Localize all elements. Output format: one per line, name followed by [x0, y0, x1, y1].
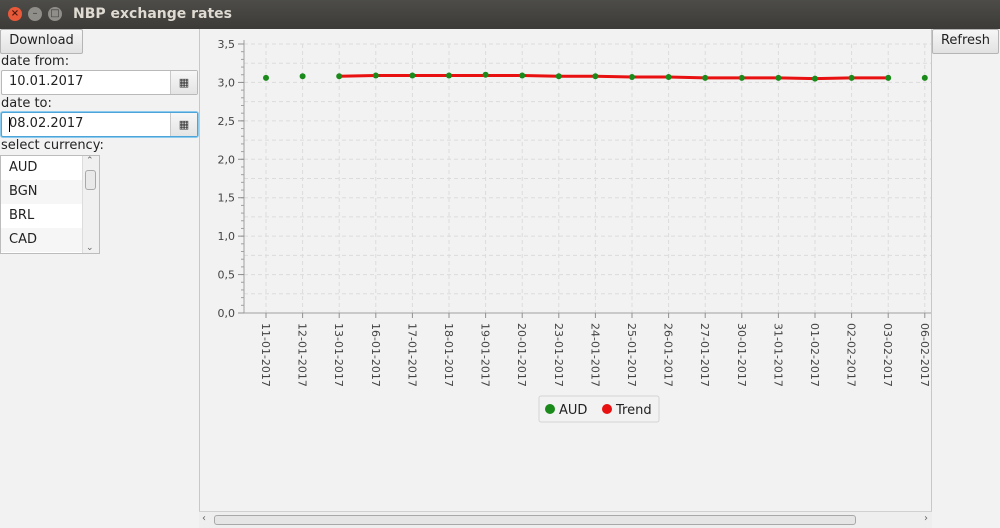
scroll-thumb[interactable] — [214, 515, 856, 525]
aud-point — [848, 74, 855, 81]
aud-point — [592, 73, 599, 80]
close-icon[interactable]: × — [8, 7, 22, 21]
date-to-input[interactable]: 08.02.2017 — [9, 116, 84, 131]
aud-point — [299, 73, 306, 80]
legend — [538, 395, 660, 423]
x-tick-label: 31-01-2017 — [771, 323, 784, 387]
list-item[interactable]: AUD — [9, 160, 38, 175]
date-to-label: date to: — [1, 96, 52, 111]
x-tick-label: 17-01-2017 — [405, 323, 418, 387]
aud-point — [372, 72, 379, 79]
y-tick-label: 0,5 — [218, 269, 236, 282]
title-bar: × – □ NBP exchange rates — [0, 0, 1000, 29]
x-tick-label: 13-01-2017 — [332, 323, 345, 387]
currency-list-scrollbar[interactable]: ⌃ ⌄ — [82, 156, 99, 253]
chart-horizontal-scrollbar[interactable]: ‹ › — [199, 511, 932, 528]
aud-point — [446, 72, 452, 79]
aud-point — [555, 73, 562, 80]
chart-pane — [199, 29, 932, 528]
legend-trend-marker — [602, 404, 612, 414]
scroll-thumb[interactable] — [85, 170, 96, 190]
aud-point — [812, 75, 818, 82]
calendar-icon[interactable]: ▦ — [170, 71, 197, 94]
scroll-right-icon[interactable]: › — [924, 513, 928, 524]
x-tick-label: 24-01-2017 — [588, 323, 601, 387]
date-from-label: date from: — [1, 54, 70, 69]
x-tick-label: 25-01-2017 — [625, 323, 638, 387]
y-tick-label: 2,0 — [218, 153, 236, 166]
aud-point — [921, 74, 928, 81]
date-from-input[interactable]: 10.01.2017 — [9, 74, 84, 89]
legend-aud-label: AUD — [559, 403, 587, 418]
x-tick-label: 18-01-2017 — [442, 323, 455, 387]
legend-aud-marker — [545, 404, 555, 414]
exchange-rate-chart: 0,0 0,5 1,0 1,5 2,0 2,5 3,0 3,5 11-01-2017 12-01-… — [218, 38, 931, 423]
aud-point — [519, 72, 526, 79]
currency-list[interactable]: AUD BGN BRL CAD ⌃ ⌄ — [0, 155, 100, 254]
y-tick-label: 3,5 — [218, 38, 236, 51]
legend-trend-label: Trend — [615, 403, 652, 418]
list-item[interactable]: BRL — [9, 208, 35, 223]
aud-point — [885, 74, 892, 81]
x-tick-label: 12-01-2017 — [296, 323, 309, 387]
aud-point — [336, 73, 343, 80]
minimize-icon[interactable]: – — [28, 7, 42, 21]
aud-point — [482, 71, 489, 78]
x-tick-label: 30-01-2017 — [735, 323, 748, 387]
y-tick-label: 0,0 — [218, 307, 236, 320]
calendar-icon[interactable]: ▦ — [170, 113, 197, 136]
x-tick-label: 26-01-2017 — [662, 323, 675, 387]
aud-point — [263, 74, 269, 81]
x-tick-label: 02-02-2017 — [845, 323, 858, 387]
window-title: NBP exchange rates — [73, 6, 232, 22]
x-tick-label: 23-01-2017 — [552, 323, 565, 387]
date-from-picker[interactable]: 10.01.2017 ▦ — [1, 70, 198, 95]
download-button[interactable]: Download — [0, 29, 83, 54]
x-tick-label: 27-01-2017 — [698, 323, 711, 387]
refresh-button[interactable]: Refresh — [932, 29, 999, 54]
scroll-left-icon[interactable]: ‹ — [202, 513, 206, 524]
aud-point — [629, 74, 635, 81]
x-tick-label: 19-01-2017 — [479, 323, 492, 387]
x-tick-label: 06-02-2017 — [918, 323, 931, 387]
aud-point — [665, 74, 672, 81]
x-tick-label: 11-01-2017 — [259, 323, 272, 387]
scroll-down-icon[interactable]: ⌄ — [86, 243, 94, 253]
aud-point — [775, 74, 782, 81]
date-to-picker[interactable]: 08.02.2017 ▦ — [1, 112, 198, 137]
select-currency-label: select currency: — [1, 138, 104, 153]
x-tick-label: 01-02-2017 — [808, 323, 821, 387]
aud-point — [702, 74, 709, 81]
x-tick-label: 03-02-2017 — [881, 323, 894, 387]
y-tick-label: 1,5 — [218, 192, 236, 205]
x-tick-label: 20-01-2017 — [515, 323, 528, 387]
maximize-icon[interactable]: □ — [48, 7, 62, 21]
y-tick-label: 2,5 — [218, 115, 236, 128]
list-item[interactable]: BGN — [1, 180, 83, 204]
y-tick-label: 1,0 — [218, 230, 236, 243]
trend-line — [339, 74, 889, 81]
text-caret — [9, 117, 10, 132]
aud-point — [409, 72, 416, 79]
aud-point — [738, 74, 745, 81]
scroll-up-icon[interactable]: ⌃ — [86, 156, 94, 166]
y-tick-label: 3,0 — [218, 76, 236, 89]
list-item[interactable]: CAD — [1, 228, 83, 252]
x-tick-label: 16-01-2017 — [369, 323, 382, 387]
